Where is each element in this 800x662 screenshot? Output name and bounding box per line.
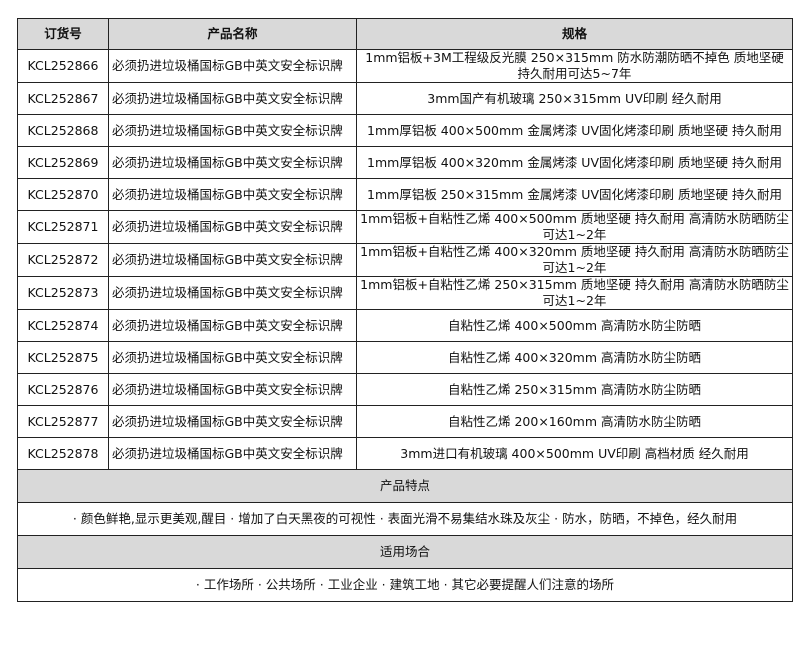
product-name-cell: 必须扔进垃圾桶国标GB中英文安全标识牌 (108, 210, 357, 244)
order-number-cell: KCL252878 (17, 437, 109, 470)
header-row: 订货号 产品名称 规格 (17, 18, 793, 50)
features-title: 产品特点 (17, 469, 793, 503)
table-row: KCL252878 必须扔进垃圾桶国标GB中英文安全标识牌 3mm进口有机玻璃 40… (17, 437, 793, 470)
product-name-cell: 必须扔进垃圾桶国标GB中英文安全标识牌 (108, 82, 357, 115)
order-number-cell: KCL252873 (17, 276, 109, 310)
spec-cell: 自粘性乙烯 400×320mm 高清防水防尘防晒 (356, 341, 793, 374)
header-product-name: 产品名称 (108, 18, 357, 50)
spec-cell: 1mm厚铝板 250×315mm 金属烤漆 UV固化烤漆印刷 质地坚硬 持久耐用 (356, 178, 793, 211)
table-row: KCL252871 必须扔进垃圾桶国标GB中英文安全标识牌 1mm铝板+自粘性乙烯 … (17, 210, 793, 244)
order-number-cell: KCL252866 (17, 49, 109, 83)
order-number-cell: KCL252876 (17, 373, 109, 406)
product-spec-table: 订货号 产品名称 规格 KCL252866 必须扔进垃圾桶国标GB中英文安全标识牌… (17, 18, 793, 602)
table-row: KCL252875 必须扔进垃圾桶国标GB中英文安全标识牌 自粘性乙烯 400×32… (17, 341, 793, 374)
header-order-number: 订货号 (17, 18, 109, 50)
features-text: · 颜色鲜艳,显示更美观,醒目 · 增加了白天黑夜的可视性 · 表面光滑不易集结… (17, 502, 793, 536)
table-row: KCL252867 必须扔进垃圾桶国标GB中英文安全标识牌 3mm国产有机玻璃 25… (17, 82, 793, 115)
product-name-cell: 必须扔进垃圾桶国标GB中英文安全标识牌 (108, 373, 357, 406)
product-name-cell: 必须扔进垃圾桶国标GB中英文安全标识牌 (108, 309, 357, 342)
order-number-cell: KCL252870 (17, 178, 109, 211)
table-row: KCL252866 必须扔进垃圾桶国标GB中英文安全标识牌 1mm铝板+3M工程级反… (17, 49, 793, 83)
order-number-cell: KCL252875 (17, 341, 109, 374)
spec-cell: 1mm厚铝板 400×500mm 金属烤漆 UV固化烤漆印刷 质地坚硬 持久耐用 (356, 114, 793, 147)
table-row: KCL252870 必须扔进垃圾桶国标GB中英文安全标识牌 1mm厚铝板 250×3… (17, 178, 793, 211)
usage-text: · 工作场所 · 公共场所 · 工业企业 · 建筑工地 · 其它必要提醒人们注意… (17, 568, 793, 602)
spec-cell: 3mm进口有机玻璃 400×500mm UV印刷 高档材质 经久耐用 (356, 437, 793, 470)
spec-cell: 自粘性乙烯 400×500mm 高清防水防尘防晒 (356, 309, 793, 342)
product-name-cell: 必须扔进垃圾桶国标GB中英文安全标识牌 (108, 49, 357, 83)
order-number-cell: KCL252871 (17, 210, 109, 244)
order-number-cell: KCL252877 (17, 405, 109, 438)
product-name-cell: 必须扔进垃圾桶国标GB中英文安全标识牌 (108, 243, 357, 277)
product-name-cell: 必须扔进垃圾桶国标GB中英文安全标识牌 (108, 437, 357, 470)
product-name-cell: 必须扔进垃圾桶国标GB中英文安全标识牌 (108, 146, 357, 179)
product-name-cell: 必须扔进垃圾桶国标GB中英文安全标识牌 (108, 405, 357, 438)
order-number-cell: KCL252874 (17, 309, 109, 342)
product-name-cell: 必须扔进垃圾桶国标GB中英文安全标识牌 (108, 341, 357, 374)
order-number-cell: KCL252872 (17, 243, 109, 277)
spec-cell: 1mm铝板+3M工程级反光膜 250×315mm 防水防潮防晒不掉色 质地坚硬 … (356, 49, 793, 83)
order-number-cell: KCL252868 (17, 114, 109, 147)
table-row: KCL252869 必须扔进垃圾桶国标GB中英文安全标识牌 1mm厚铝板 400×3… (17, 146, 793, 179)
table-row: KCL252872 必须扔进垃圾桶国标GB中英文安全标识牌 1mm铝板+自粘性乙烯 … (17, 243, 793, 277)
table-row: KCL252873 必须扔进垃圾桶国标GB中英文安全标识牌 1mm铝板+自粘性乙烯 … (17, 276, 793, 310)
spec-cell: 3mm国产有机玻璃 250×315mm UV印刷 经久耐用 (356, 82, 793, 115)
spec-cell: 1mm铝板+自粘性乙烯 400×320mm 质地坚硬 持久耐用 高清防水防晒防尘… (356, 243, 793, 277)
spec-cell: 1mm铝板+自粘性乙烯 250×315mm 质地坚硬 持久耐用 高清防水防晒防尘… (356, 276, 793, 310)
table-row: KCL252877 必须扔进垃圾桶国标GB中英文安全标识牌 自粘性乙烯 200×16… (17, 405, 793, 438)
order-number-cell: KCL252867 (17, 82, 109, 115)
header-spec: 规格 (356, 18, 793, 50)
table-row: KCL252874 必须扔进垃圾桶国标GB中英文安全标识牌 自粘性乙烯 400×50… (17, 309, 793, 342)
product-name-cell: 必须扔进垃圾桶国标GB中英文安全标识牌 (108, 114, 357, 147)
table-row: KCL252868 必须扔进垃圾桶国标GB中英文安全标识牌 1mm厚铝板 400×5… (17, 114, 793, 147)
product-name-cell: 必须扔进垃圾桶国标GB中英文安全标识牌 (108, 276, 357, 310)
usage-title: 适用场合 (17, 535, 793, 569)
spec-cell: 1mm铝板+自粘性乙烯 400×500mm 质地坚硬 持久耐用 高清防水防晒防尘… (356, 210, 793, 244)
spec-cell: 自粘性乙烯 250×315mm 高清防水防尘防晒 (356, 373, 793, 406)
spec-cell: 1mm厚铝板 400×320mm 金属烤漆 UV固化烤漆印刷 质地坚硬 持久耐用 (356, 146, 793, 179)
product-name-cell: 必须扔进垃圾桶国标GB中英文安全标识牌 (108, 178, 357, 211)
spec-cell: 自粘性乙烯 200×160mm 高清防水防尘防晒 (356, 405, 793, 438)
order-number-cell: KCL252869 (17, 146, 109, 179)
table-row: KCL252876 必须扔进垃圾桶国标GB中英文安全标识牌 自粘性乙烯 250×31… (17, 373, 793, 406)
